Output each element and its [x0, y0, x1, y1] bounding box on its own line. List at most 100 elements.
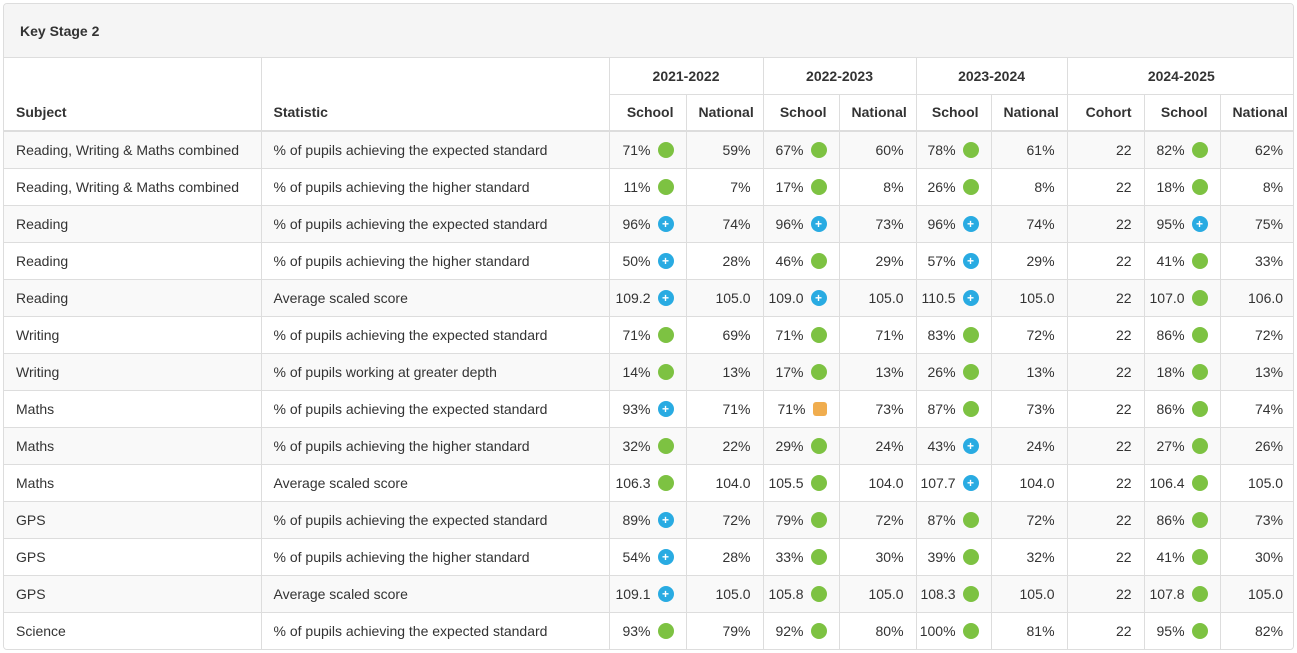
school-value-cell: 41% [1143, 537, 1221, 576]
school-value: 71% [777, 400, 806, 417]
table-row: Science% of pupils achieving the expecte… [4, 611, 1293, 649]
school-value-cell: 46% [762, 241, 840, 280]
table-row: Maths% of pupils achieving the higher st… [4, 426, 1293, 465]
cohort-column-header: Cohort [1066, 93, 1145, 132]
school-value: 57% [927, 252, 956, 269]
school-value: 87% [927, 400, 956, 417]
school-column-header: School [1143, 93, 1221, 132]
national-value-cell: 73% [838, 389, 917, 428]
national-value-cell: 8% [990, 167, 1068, 206]
blue-plus-icon: + [962, 215, 979, 232]
statistic-column-header: Statistic [260, 57, 610, 132]
green-dot-icon [657, 622, 674, 639]
school-value-cell: 109.2 + [608, 278, 687, 317]
green-dot-icon [657, 474, 674, 491]
national-value-cell: 74% [685, 204, 764, 243]
school-value-cell: 109.0 + [762, 278, 840, 317]
school-value-cell: 107.8 [1143, 574, 1221, 613]
blue-plus-icon: + [962, 252, 979, 269]
school-value-cell: 87% [915, 500, 992, 539]
blue-plus-icon: + [657, 215, 674, 232]
cohort-cell: 22 [1066, 611, 1145, 649]
school-value: 71% [622, 326, 651, 343]
national-value-cell: 105.0 [1219, 574, 1293, 613]
school-value: 95% [1156, 622, 1185, 639]
school-value-cell: 83% [915, 315, 992, 354]
cohort-cell: 22 [1066, 537, 1145, 576]
school-value: 86% [1156, 511, 1185, 528]
national-value-cell: 7% [685, 167, 764, 206]
school-value: 39% [927, 548, 956, 565]
school-value: 29% [775, 437, 804, 454]
green-dot-icon [962, 141, 979, 158]
blue-plus-icon: + [962, 437, 979, 454]
national-value-cell: 30% [1219, 537, 1293, 576]
school-value: 105.5 [768, 474, 804, 491]
national-value-cell: 32% [990, 537, 1068, 576]
school-value: 105.8 [768, 585, 804, 602]
school-value: 96% [927, 215, 956, 232]
blue-plus-icon: + [657, 289, 674, 306]
table-header: Subject Statistic 2021-2022 2022-2023 20… [4, 57, 1293, 132]
school-value: 18% [1156, 178, 1185, 195]
blue-plus-icon: + [657, 511, 674, 528]
school-value: 41% [1156, 548, 1185, 565]
green-dot-icon [1191, 289, 1208, 306]
school-value: 96% [775, 215, 804, 232]
school-value: 67% [775, 141, 804, 158]
school-value: 18% [1156, 363, 1185, 380]
school-value: 43% [927, 437, 956, 454]
national-value-cell: 73% [990, 389, 1068, 428]
school-value-cell: 92% [762, 611, 840, 649]
ks2-results-table: Subject Statistic 2021-2022 2022-2023 20… [4, 57, 1293, 649]
school-value-cell: 105.8 [762, 574, 840, 613]
national-value-cell: 72% [1219, 315, 1293, 354]
subject-column-header: Subject [4, 57, 262, 132]
subject-cell: Maths [4, 389, 262, 428]
school-value-cell: 86% [1143, 500, 1221, 539]
subject-cell: Writing [4, 352, 262, 391]
green-dot-icon [1191, 474, 1208, 491]
green-dot-icon [1191, 437, 1208, 454]
green-dot-icon [810, 548, 827, 565]
school-value-cell: 93% [608, 611, 687, 649]
green-dot-icon [810, 326, 827, 343]
green-dot-icon [962, 363, 979, 380]
school-value-cell: 105.5 [762, 463, 840, 502]
blue-plus-icon: + [810, 215, 827, 232]
subject-cell: Reading [4, 278, 262, 317]
national-value-cell: 82% [1219, 611, 1293, 649]
school-value: 26% [927, 178, 956, 195]
national-value-cell: 13% [838, 352, 917, 391]
national-value-cell: 104.0 [990, 463, 1068, 502]
school-value-cell: 108.3 [915, 574, 992, 613]
national-value-cell: 13% [990, 352, 1068, 391]
national-value-cell: 13% [1219, 352, 1293, 391]
school-value-cell: 67% [762, 130, 840, 169]
table-body: Reading, Writing & Maths combined% of pu… [4, 130, 1293, 649]
green-dot-icon [657, 178, 674, 195]
orange-square-icon [812, 401, 827, 416]
school-value: 17% [775, 178, 804, 195]
school-value: 100% [919, 622, 956, 639]
school-value-cell: 86% [1143, 315, 1221, 354]
table-row: GPS% of pupils achieving the higher stan… [4, 537, 1293, 576]
national-value-cell: 71% [838, 315, 917, 354]
school-value: 14% [622, 363, 651, 380]
school-value-cell: 32% [608, 426, 687, 465]
school-value: 41% [1156, 252, 1185, 269]
year-header-row: Subject Statistic 2021-2022 2022-2023 20… [4, 57, 1293, 132]
cohort-cell: 22 [1066, 426, 1145, 465]
national-value-cell: 24% [990, 426, 1068, 465]
school-value: 106.4 [1149, 474, 1185, 491]
national-column-header: National [990, 93, 1068, 132]
cohort-cell: 22 [1066, 352, 1145, 391]
school-value: 71% [622, 141, 651, 158]
school-value: 93% [622, 400, 651, 417]
national-column-header: National [1219, 93, 1293, 132]
green-dot-icon [962, 326, 979, 343]
school-value: 71% [775, 326, 804, 343]
subject-cell: GPS [4, 537, 262, 576]
cohort-cell: 22 [1066, 463, 1145, 502]
statistic-cell: Average scaled score [260, 278, 610, 317]
